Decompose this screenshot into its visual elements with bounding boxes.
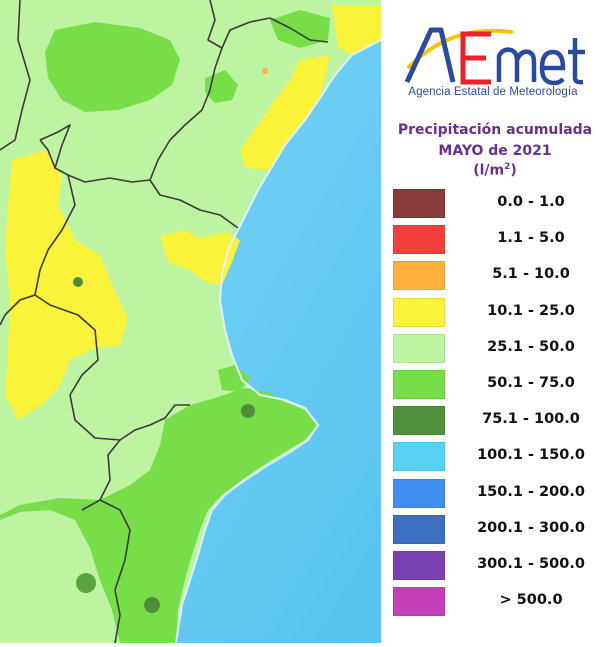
legend-subtitle: MAYO de 2021 [438,143,552,159]
zone-75-100 [241,404,255,418]
legend-item: 50.1 - 75.0 [393,367,603,403]
legend-range-label: 1.1 - 5.0 [497,230,565,247]
legend-item: 5.1 - 10.0 [393,258,603,294]
legend-swatch [393,225,445,255]
legend-panel: Agencia Estatal de Meteorología Precipit… [381,0,609,643]
zone-5-10 [262,68,268,74]
legend-range-label: 300.1 - 500.0 [477,555,585,572]
legend-range-label: 50.1 - 75.0 [487,374,575,391]
legend-title: Precipitación acumulada [397,122,593,138]
legend-item: 100.1 - 150.0 [393,439,603,475]
aemet-logo [391,12,601,108]
zone-10-25 [240,55,330,170]
legend-swatch [393,478,445,508]
legend-item: 75.1 - 100.0 [393,403,603,439]
legend-range-label: 100.1 - 150.0 [477,447,585,464]
zone-10-25 [332,5,381,55]
province-boundaries [0,0,329,644]
land-area [0,0,381,643]
legend-range-label: 10.1 - 25.0 [487,302,575,319]
legend-range-label: > 500.0 [499,592,563,609]
legend-swatch [393,261,445,291]
legend-swatch [393,550,445,580]
precipitation-map [0,0,382,644]
zone-50-75 [218,365,250,392]
legend-range-label: 200.1 - 300.0 [477,519,585,536]
legend-item: 200.1 - 300.0 [393,512,603,548]
legend-swatch [393,333,445,363]
aemet-logo-icon [404,27,585,86]
legend-swatch [393,369,445,399]
legend-swatch [393,297,445,327]
legend-item: 1.1 - 5.0 [393,222,603,258]
legend-range-label: 75.1 - 100.0 [482,411,580,428]
legend-swatch [393,406,445,436]
zone-75-100 [76,573,96,593]
zone-50-75 [270,10,330,48]
legend-swatch [393,442,445,472]
zone-50-75 [0,388,318,643]
legend-range-label: 150.1 - 200.0 [477,483,585,500]
agency-name: Agencia Estatal de Meteorología [408,86,578,98]
legend-item: 300.1 - 500.0 [393,548,603,584]
zone-50-75 [45,22,180,112]
legend-list: 0.0 - 1.0 1.1 - 5.0 5.1 - 10.0 10.1 - 25.0 2… [393,186,603,620]
legend-item: 150.1 - 200.0 [393,476,603,512]
legend-item: 25.1 - 50.0 [393,331,603,367]
legend-item: 10.1 - 25.0 [393,295,603,331]
map-svg [0,0,382,644]
legend-item: 0.0 - 1.0 [393,186,603,222]
zone-75-100 [73,277,83,287]
zone-10-25 [160,230,240,285]
coastline [175,39,382,644]
legend-item: > 500.0 [393,584,603,620]
zone-10-25 [5,150,128,420]
zone-75-100 [144,597,160,613]
legend-swatch [393,587,445,617]
legend-swatch [393,514,445,544]
legend-swatch [393,189,445,218]
legend-unit: (l/m2) [473,162,517,179]
legend-range-label: 5.1 - 10.0 [492,266,570,283]
legend-range-label: 0.0 - 1.0 [497,194,565,210]
legend-range-label: 25.1 - 50.0 [487,338,575,355]
